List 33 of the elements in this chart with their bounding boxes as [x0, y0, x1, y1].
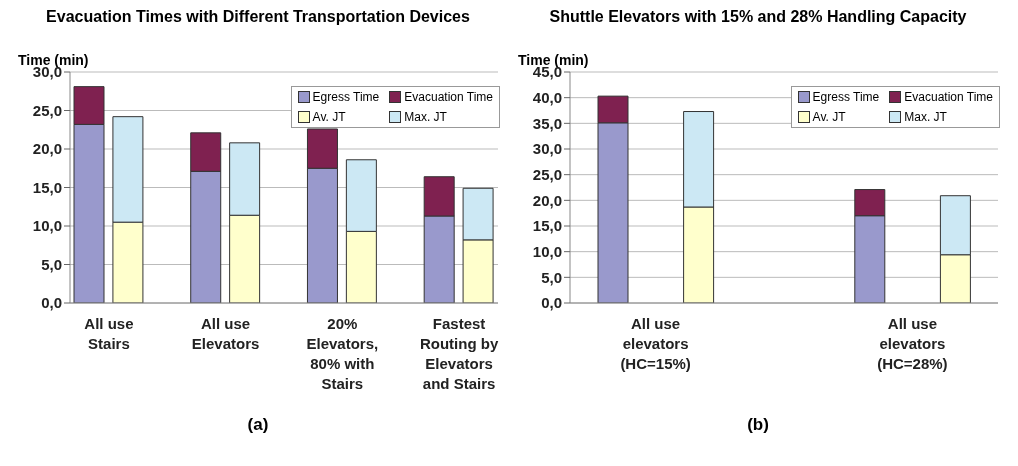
legend-label: Av. JT — [812, 110, 846, 124]
text: (a) — [246, 415, 270, 435]
x-tick-label: All use elevators (HC=28%) — [877, 315, 948, 372]
y-tick-label: 5,0 — [541, 268, 562, 286]
chart-title: Shuttle Elevators with 15% and 28% Handling Capacity — [548, 8, 968, 27]
y-tick-label: 40,0 — [532, 88, 562, 106]
y-tick-label: 30,0 — [532, 140, 562, 158]
y-tick-label: 0,0 — [541, 294, 562, 312]
y-tick-label: 20,0 — [532, 191, 562, 209]
y-tick-label: 0,0 — [41, 294, 62, 312]
y-tick-label: 25,0 — [32, 101, 62, 119]
x-tick-label: 20% Elevators, 80% with Stairs — [306, 315, 379, 392]
legend-label: Egress Time — [312, 90, 380, 104]
x-tick-label: All use Stairs — [84, 315, 134, 352]
x-tick-label: Fastest Routing by Elevators and Stairs — [419, 315, 499, 392]
y-tick-label: 15,0 — [32, 178, 62, 196]
y-tick-label: 15,0 — [532, 217, 562, 235]
y-tick-label: 10,0 — [532, 242, 562, 260]
legend-label: Av. JT — [312, 110, 346, 124]
text: (b) — [746, 415, 770, 435]
legend-label: Max. JT — [404, 110, 447, 124]
legend-label: Max. JT — [904, 110, 947, 124]
y-tick-label: 25,0 — [532, 165, 562, 183]
x-tick-label: All use Elevators — [191, 315, 260, 352]
y-tick-label: 35,0 — [532, 114, 562, 132]
chart-title: Evacuation Times with Different Transportation Devices — [45, 8, 471, 27]
y-tick-label: 20,0 — [32, 140, 62, 158]
legend-label: Evacuation Time — [904, 90, 993, 104]
y-tick-label: 5,0 — [41, 255, 62, 273]
legend-label: Evacuation Time — [404, 90, 493, 104]
y-tick-label: 10,0 — [32, 217, 62, 235]
legend-label: Egress Time — [812, 90, 880, 104]
x-tick-label: All use elevators (HC=15%) — [620, 315, 691, 372]
